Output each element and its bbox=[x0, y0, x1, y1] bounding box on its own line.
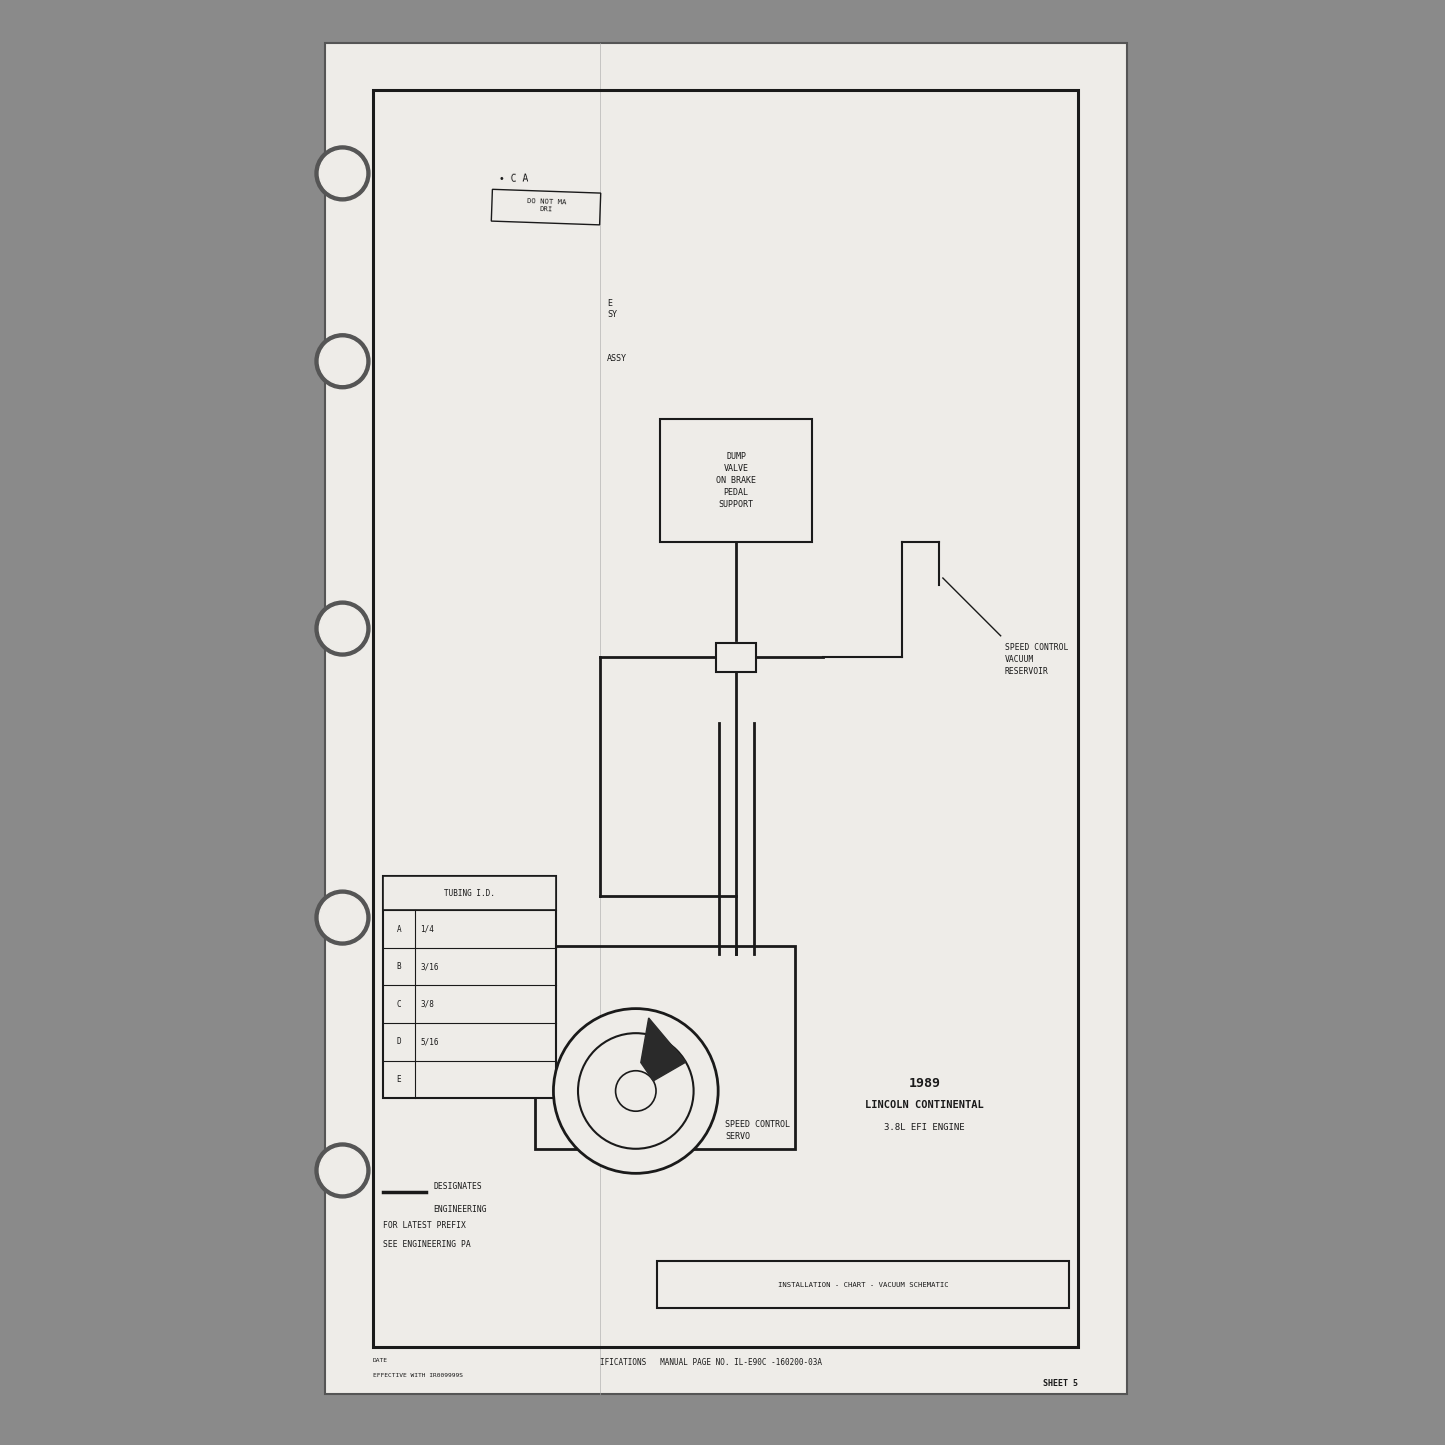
Text: 5/16: 5/16 bbox=[420, 1038, 439, 1046]
Circle shape bbox=[315, 334, 370, 389]
Circle shape bbox=[553, 1009, 718, 1173]
Bar bbox=[373, 90, 1078, 1347]
Text: SEE ENGINEERING PA: SEE ENGINEERING PA bbox=[383, 1240, 471, 1248]
Text: SHEET 5: SHEET 5 bbox=[1043, 1379, 1078, 1387]
Text: SPEED CONTROL
VACUUM
RESERVOIR: SPEED CONTROL VACUUM RESERVOIR bbox=[1006, 643, 1068, 676]
Text: ASSY: ASSY bbox=[607, 354, 627, 363]
Text: A: A bbox=[396, 925, 402, 933]
Text: • C A: • C A bbox=[499, 173, 527, 184]
Text: DUMP
VALVE
ON BRAKE
PEDAL
SUPPORT: DUMP VALVE ON BRAKE PEDAL SUPPORT bbox=[717, 452, 756, 509]
Circle shape bbox=[616, 1071, 656, 1111]
Text: 3/16: 3/16 bbox=[420, 962, 439, 971]
Circle shape bbox=[319, 894, 366, 941]
Circle shape bbox=[319, 1147, 366, 1194]
Bar bbox=[383, 876, 556, 1098]
Circle shape bbox=[315, 1143, 370, 1198]
Circle shape bbox=[578, 1033, 694, 1149]
Bar bbox=[660, 419, 812, 542]
Text: E: E bbox=[396, 1075, 402, 1084]
Bar bbox=[657, 1261, 1069, 1308]
Text: 3.8L EFI ENGINE: 3.8L EFI ENGINE bbox=[884, 1123, 965, 1131]
Bar bbox=[535, 946, 795, 1149]
Text: IFICATIONS   MANUAL PAGE NO. IL-E90C -160200-03A: IFICATIONS MANUAL PAGE NO. IL-E90C -1602… bbox=[600, 1358, 822, 1367]
Text: 1/4: 1/4 bbox=[420, 925, 435, 933]
Circle shape bbox=[315, 890, 370, 945]
Circle shape bbox=[319, 605, 366, 652]
Circle shape bbox=[319, 150, 366, 197]
Text: ENGINEERING: ENGINEERING bbox=[434, 1205, 487, 1214]
Text: LINCOLN CONTINENTAL: LINCOLN CONTINENTAL bbox=[866, 1101, 984, 1110]
Text: 1989: 1989 bbox=[909, 1078, 941, 1090]
Text: SPEED CONTROL
SERVO: SPEED CONTROL SERVO bbox=[725, 1120, 790, 1140]
Text: EFFECTIVE WITH IR009999S: EFFECTIVE WITH IR009999S bbox=[373, 1373, 462, 1377]
Text: DESIGNATES: DESIGNATES bbox=[434, 1182, 483, 1191]
Bar bbox=[383, 876, 556, 910]
Text: FOR LATEST PREFIX: FOR LATEST PREFIX bbox=[383, 1221, 465, 1230]
Text: DO NOT MA
DRI: DO NOT MA DRI bbox=[526, 198, 566, 212]
Circle shape bbox=[315, 601, 370, 656]
Text: E
SY: E SY bbox=[607, 299, 617, 318]
Text: DATE: DATE bbox=[373, 1358, 387, 1363]
Bar bbox=[491, 189, 601, 225]
Bar bbox=[717, 643, 757, 672]
Circle shape bbox=[319, 338, 366, 384]
Text: 3/8: 3/8 bbox=[420, 1000, 435, 1009]
Text: B: B bbox=[396, 962, 402, 971]
Circle shape bbox=[315, 146, 370, 201]
Text: D: D bbox=[396, 1038, 402, 1046]
Polygon shape bbox=[640, 1017, 686, 1081]
Text: TUBING I.D.: TUBING I.D. bbox=[444, 889, 496, 897]
Text: INSTALLATION - CHART - VACUUM SCHEMATIC: INSTALLATION - CHART - VACUUM SCHEMATIC bbox=[777, 1282, 949, 1287]
Text: C: C bbox=[396, 1000, 402, 1009]
Bar bbox=[325, 43, 1127, 1394]
